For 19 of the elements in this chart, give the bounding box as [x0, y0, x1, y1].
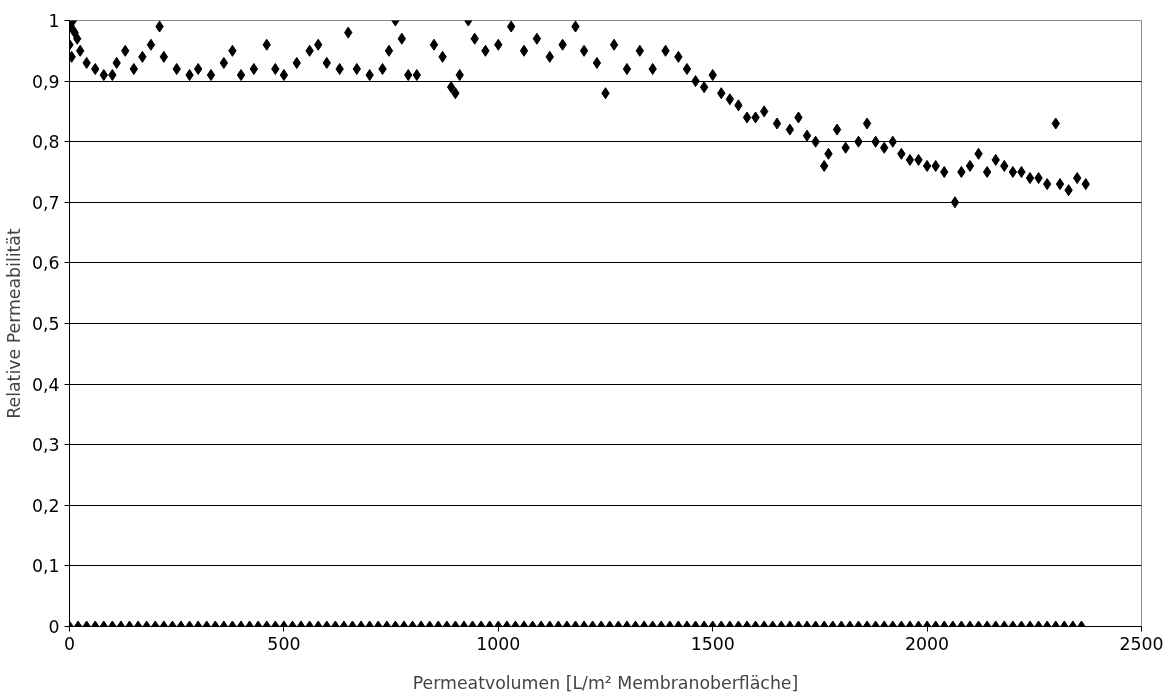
- y-tick-label: 0: [48, 617, 60, 637]
- y-tick-label: 0,6: [31, 253, 60, 274]
- y-tick-label: 0,7: [31, 192, 60, 213]
- x-tick-label: 1000: [476, 633, 521, 654]
- x-tick-label: 0: [63, 633, 76, 654]
- y-tick-label: 0,9: [31, 71, 60, 92]
- y-tick-label: 1: [48, 11, 60, 31]
- y-tick-label: 0,2: [31, 495, 60, 516]
- x-axis-title: Permeatvolumen [L/m² Membranoberfläche]: [412, 672, 799, 693]
- x-tick-label: 500: [267, 633, 301, 654]
- y-tick-label: 0,1: [31, 556, 60, 577]
- x-tick-label: 2000: [905, 633, 950, 654]
- y-axis-title: Relative Permeabilität: [3, 228, 24, 419]
- y-tick-label: 0,8: [31, 132, 60, 153]
- y-tick-label: 0,5: [31, 314, 60, 334]
- y-tick-label: 0,4: [31, 374, 60, 395]
- y-tick-label: 0,3: [31, 435, 60, 456]
- x-tick-label: 1500: [690, 633, 735, 654]
- x-tick-label: 2500: [1119, 633, 1164, 654]
